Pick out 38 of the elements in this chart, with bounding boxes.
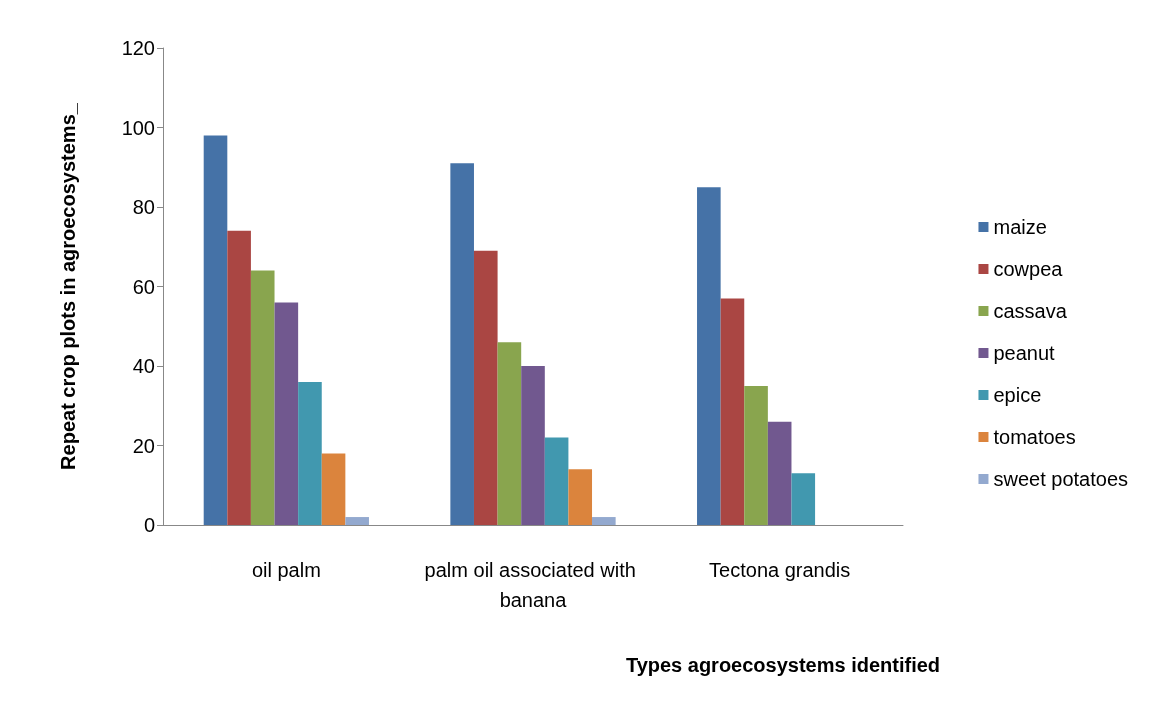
y-tick-label: 40: [132, 355, 155, 377]
x-tick-label: Tectona grandis: [709, 559, 851, 581]
bar: [250, 270, 275, 525]
y-tick-label: 80: [132, 196, 155, 218]
bar: [227, 230, 251, 525]
legend-label: cowpea: [993, 258, 1064, 280]
bar: [274, 302, 299, 525]
y-tick-label: 120: [121, 37, 155, 59]
bar: [521, 366, 545, 525]
bar: [697, 187, 721, 525]
bar: [450, 163, 474, 525]
bar: [568, 469, 593, 525]
y-tick-label: 20: [132, 434, 155, 457]
bar: [203, 135, 228, 525]
legend-label: tomatoes: [993, 426, 1076, 448]
bar: [473, 250, 498, 525]
y-tick-label: 60: [132, 275, 155, 298]
bar: [767, 421, 792, 525]
bar: [544, 437, 569, 525]
legend-label: peanut: [993, 342, 1056, 364]
bar: [744, 385, 768, 525]
bar: [791, 473, 816, 525]
legend-label: sweet potatoes: [993, 468, 1128, 490]
x-tick-label: oil palm: [251, 559, 321, 581]
bar: [497, 342, 522, 525]
legend-label: cassava: [993, 300, 1068, 322]
bar: [592, 517, 616, 525]
y-tick-label: 100: [121, 116, 155, 139]
bar: [345, 517, 369, 525]
bar: [720, 298, 745, 525]
bar: [321, 453, 346, 525]
y-tick-label: 0: [143, 514, 155, 536]
x-axis-title: Types agroecosystems identified: [625, 654, 941, 676]
x-tick-label: palm oil associated with banana: [424, 559, 642, 611]
bar: [298, 381, 322, 525]
y-axis-title: Repeat crop plots in agroecosystems_: [57, 102, 79, 470]
legend-label: epice: [993, 384, 1042, 406]
legend-label: maize: [993, 216, 1047, 238]
